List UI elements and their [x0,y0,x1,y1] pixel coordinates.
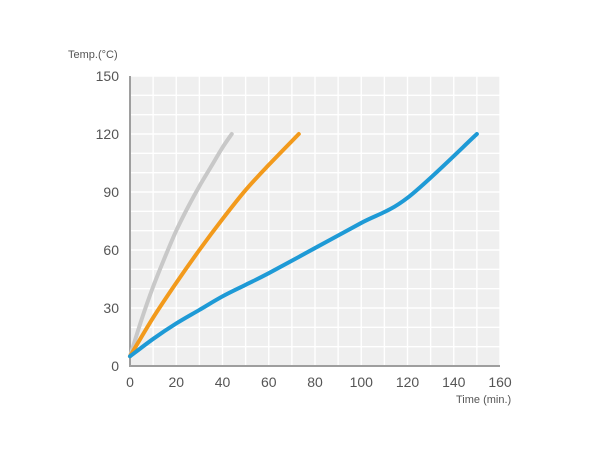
series-lines [128,132,479,359]
x-tick-label: 0 [126,374,134,390]
y-tick-label: 90 [103,184,119,200]
x-tick-label: 60 [261,374,277,390]
y-tick-label: 120 [96,126,120,142]
y-tick-label: 60 [103,242,119,258]
x-tick-label: 100 [350,374,374,390]
x-tick-label: 160 [488,374,512,390]
x-tick-label: 20 [168,374,184,390]
series-line-gray [128,132,234,359]
series-line-orange [128,132,301,359]
x-tick-label: 40 [215,374,231,390]
y-tick-label: 0 [111,358,119,374]
y-tick-label: 150 [96,68,120,84]
tick-labels: 0 30 60 90 120 150 0 20 40 60 80 100 120 140 160 [96,68,512,390]
x-tick-label: 140 [442,374,466,390]
y-axis-label: Temp.(°C) [68,49,118,61]
x-tick-label: 80 [307,374,323,390]
series-line-blue [128,132,479,359]
x-axis-label: Time (min.) [456,394,511,406]
axes [129,76,500,367]
x-tick-label: 120 [396,374,420,390]
y-tick-label: 30 [103,300,119,316]
